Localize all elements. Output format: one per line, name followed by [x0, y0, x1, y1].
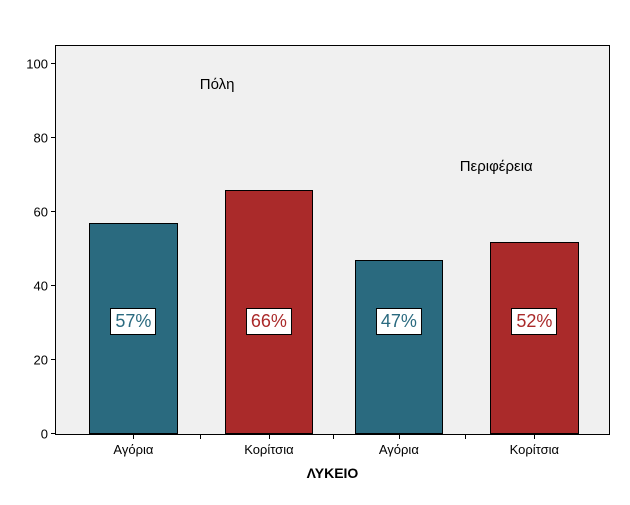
plot-area: 020406080100Αγόρια57%Κορίτσια66%Αγόρια47…	[55, 45, 610, 435]
bar	[490, 242, 578, 434]
value-label: 57%	[110, 308, 156, 335]
group-label: Περιφέρεια	[460, 158, 533, 175]
y-tick-label: 60	[34, 205, 56, 220]
y-tick-label: 20	[34, 353, 56, 368]
x-tick-mark	[269, 434, 270, 439]
value-label: 52%	[511, 308, 557, 335]
x-separator-mark	[200, 434, 201, 439]
x-separator-mark	[333, 434, 334, 439]
x-separator-mark	[465, 434, 466, 439]
x-tick-mark	[534, 434, 535, 439]
y-tick-label: 80	[34, 131, 56, 146]
value-label: 66%	[246, 308, 292, 335]
bar	[355, 260, 443, 434]
x-tick-mark	[399, 434, 400, 439]
x-axis-title: ΛΥΚΕΙΟ	[307, 465, 359, 481]
value-label: 47%	[376, 308, 422, 335]
y-tick-label: 100	[26, 57, 56, 72]
y-tick-label: 40	[34, 279, 56, 294]
x-tick-mark	[133, 434, 134, 439]
chart-container: 020406080100Αγόρια57%Κορίτσια66%Αγόρια47…	[0, 0, 630, 505]
y-tick-label: 0	[41, 427, 56, 442]
group-label: Πόλη	[200, 76, 235, 93]
